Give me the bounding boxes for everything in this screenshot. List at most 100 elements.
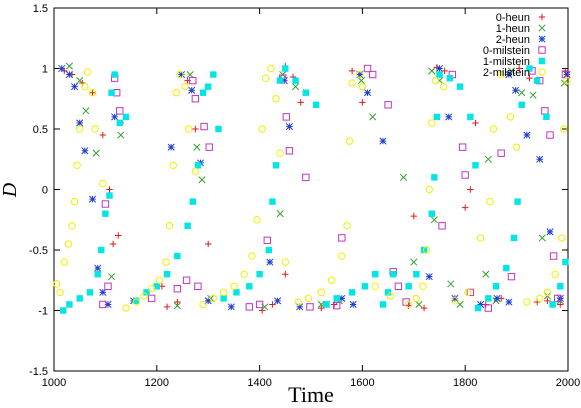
data-point	[410, 258, 418, 266]
data-point	[497, 149, 505, 157]
data-point	[106, 186, 113, 193]
x-tick-label: 2000	[556, 377, 580, 389]
series-2-milstein	[52, 64, 571, 312]
data-point	[466, 288, 475, 297]
data-point	[89, 89, 96, 96]
data-point	[165, 222, 174, 230]
data-point	[484, 304, 493, 312]
data-point	[529, 91, 537, 99]
data-point	[345, 137, 354, 145]
data-point	[111, 71, 118, 78]
data-point	[99, 288, 107, 296]
data-point	[173, 285, 182, 293]
y-tick-label: 0.5	[33, 124, 48, 136]
data-point	[425, 185, 433, 194]
data-point	[108, 89, 115, 96]
data-point	[518, 89, 526, 97]
data-point	[563, 70, 571, 79]
data-point	[472, 119, 479, 127]
data-point	[551, 270, 559, 278]
data-point	[333, 301, 341, 310]
legend-item: 1-milstein	[483, 56, 546, 68]
data-point	[143, 289, 150, 296]
data-point	[65, 70, 73, 79]
data-point	[538, 68, 546, 76]
y-tick-label: -0.5	[29, 245, 48, 257]
data-point	[438, 222, 446, 230]
x-tick-label: 1800	[453, 377, 477, 389]
data-point	[361, 283, 369, 290]
data-point	[512, 143, 521, 151]
data-point	[419, 282, 427, 290]
legend: 0-heun1-heun2-heun0-milstein1-milstein2-…	[483, 12, 546, 79]
data-point	[349, 300, 357, 309]
data-point	[64, 240, 73, 248]
x-tick-label: 1400	[247, 377, 271, 389]
data-point	[549, 301, 556, 308]
data-point	[94, 271, 101, 278]
data-point	[262, 74, 270, 82]
data-point	[445, 113, 453, 121]
data-point	[467, 186, 474, 193]
data-point	[192, 125, 199, 133]
data-point	[281, 258, 289, 266]
data-point	[372, 271, 379, 278]
data-point	[431, 174, 438, 181]
data-point	[462, 204, 469, 211]
data-point	[188, 86, 196, 94]
data-point	[297, 99, 304, 106]
data-point	[523, 131, 531, 139]
data-point	[458, 143, 467, 151]
data-point	[446, 74, 453, 82]
legend-label: 0-heun	[496, 12, 530, 24]
data-point	[386, 292, 395, 300]
data-point	[405, 283, 412, 290]
y-tick-label: 0	[42, 185, 48, 197]
data-point	[163, 271, 171, 278]
data-point	[200, 122, 208, 131]
data-point	[431, 76, 440, 85]
data-point	[472, 162, 479, 169]
data-point	[245, 303, 254, 311]
data-point	[76, 77, 84, 85]
data-points	[52, 62, 571, 314]
data-point	[543, 288, 552, 297]
data-point	[318, 304, 325, 312]
data-point	[363, 89, 372, 97]
data-point	[230, 282, 238, 290]
data-point	[99, 131, 107, 139]
y-tick-label: 1	[42, 64, 48, 76]
data-point	[258, 307, 266, 314]
data-point	[86, 289, 94, 296]
data-point	[70, 197, 79, 206]
data-point	[379, 301, 387, 308]
series-1-milstein	[60, 65, 569, 314]
data-point	[546, 131, 554, 139]
data-point	[503, 264, 510, 272]
data-point	[451, 294, 459, 302]
legend-item: 2-heun	[496, 34, 546, 46]
data-point	[435, 64, 444, 73]
data-point	[106, 192, 113, 199]
data-point	[467, 113, 474, 121]
data-point	[101, 200, 110, 208]
data-point	[523, 298, 531, 306]
data-point	[526, 65, 533, 72]
data-point	[83, 68, 92, 76]
data-point	[436, 71, 443, 78]
data-point	[543, 113, 550, 121]
series-2-heun	[58, 64, 571, 311]
data-point	[484, 155, 492, 163]
data-point	[554, 294, 562, 303]
data-point	[253, 216, 261, 224]
data-point	[246, 283, 253, 290]
data-point	[428, 67, 436, 75]
data-point	[549, 252, 558, 260]
data-point	[109, 240, 117, 248]
data-point	[518, 101, 525, 108]
data-point	[536, 155, 544, 163]
x-axis-title: Time	[288, 382, 334, 407]
data-point	[102, 210, 109, 217]
legend-label: 2-milstein	[483, 67, 530, 79]
